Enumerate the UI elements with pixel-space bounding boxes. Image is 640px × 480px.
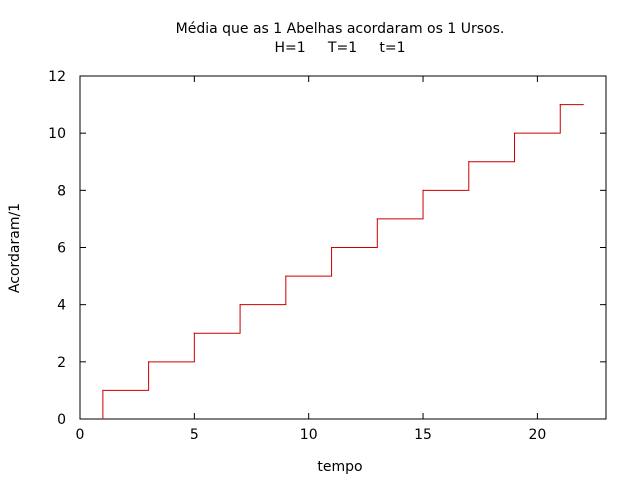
data-point	[239, 304, 241, 306]
x-axis-label: tempo	[317, 459, 362, 475]
series-layer	[102, 103, 584, 420]
y-tick-label: 12	[48, 69, 66, 85]
x-tick-label: 0	[76, 427, 85, 443]
y-axis-label: Acordaram/1	[7, 203, 23, 293]
chart-title: Média que as 1 Abelhas acordaram os 1 Ur…	[176, 21, 505, 37]
plot-frame	[79, 75, 607, 420]
data-point	[422, 189, 424, 191]
y-tick-label: 6	[57, 241, 66, 257]
x-tick-label: 10	[300, 427, 318, 443]
chart-subtitle: H=1 T=1 t=1	[275, 40, 406, 56]
y-tick-label: 4	[57, 298, 66, 314]
y-tick-label: 10	[48, 126, 66, 142]
y-tick-label: 8	[57, 183, 66, 199]
data-point	[193, 332, 195, 334]
y-tick-label: 0	[57, 412, 66, 428]
x-tick-label: 5	[190, 427, 199, 443]
y-axis: 0 2 4 6 8 10 12	[48, 69, 606, 428]
y-tick-label: 2	[57, 355, 66, 371]
data-point	[559, 103, 561, 106]
x-tick-label: 20	[528, 427, 546, 443]
data-point	[513, 132, 516, 134]
data-point	[102, 418, 104, 420]
data-point	[285, 275, 287, 277]
x-axis: 0 5 10 15 20	[76, 76, 546, 443]
data-point	[468, 161, 470, 163]
data-point	[376, 218, 378, 220]
data-point	[102, 389, 104, 392]
x-tick-label: 15	[414, 427, 432, 443]
data-point	[330, 246, 333, 249]
series-line	[102, 104, 584, 419]
data-point	[148, 361, 150, 363]
data-point	[582, 103, 584, 106]
